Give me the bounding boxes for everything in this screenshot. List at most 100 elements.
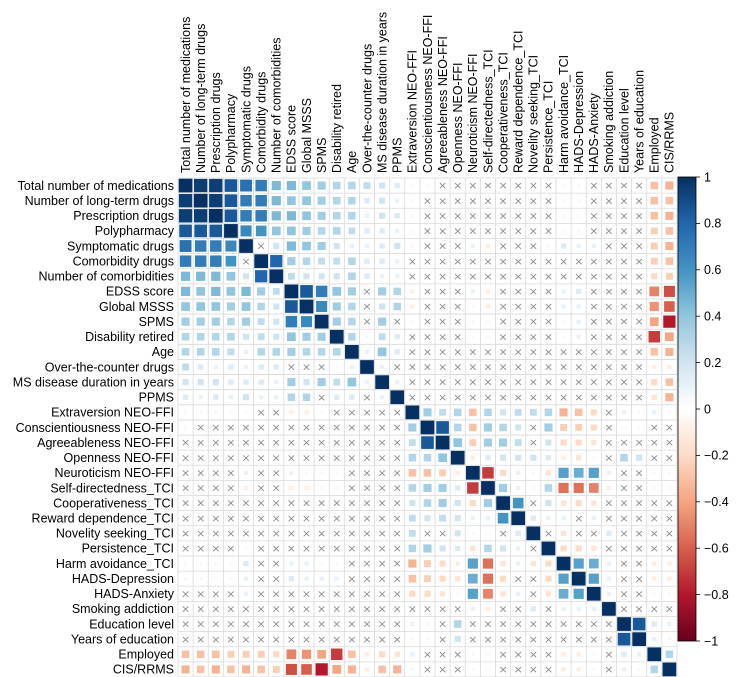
heatmap-cell xyxy=(364,273,370,279)
heatmap-cell xyxy=(224,209,238,223)
heatmap-cell xyxy=(586,586,601,601)
nonsignificant-marker: × xyxy=(589,315,598,328)
heatmap-cell xyxy=(560,530,567,536)
heatmap-cell xyxy=(665,211,674,220)
heatmap-cell xyxy=(439,545,446,552)
heatmap-cell xyxy=(500,409,507,416)
heatmap-cell xyxy=(438,499,447,508)
heatmap-cell xyxy=(632,617,646,631)
nonsignificant-marker: × xyxy=(423,330,432,343)
nonsignificant-marker: × xyxy=(619,194,628,207)
heatmap-cell xyxy=(211,302,221,311)
heatmap-cell xyxy=(378,317,387,326)
nonsignificant-marker: × xyxy=(453,315,462,328)
heatmap-cell xyxy=(196,665,205,674)
nonsignificant-marker: × xyxy=(211,512,220,525)
heatmap-cell xyxy=(317,332,326,341)
heatmap-cell xyxy=(182,394,189,400)
nonsignificant-marker: × xyxy=(665,527,674,540)
nonsignificant-marker: × xyxy=(650,527,659,540)
heatmap-cell xyxy=(302,241,311,251)
heatmap-cell xyxy=(244,546,248,551)
nonsignificant-marker: × xyxy=(332,633,341,646)
row-label: Openness NEO-FFI xyxy=(64,451,174,465)
heatmap-cell xyxy=(486,652,490,656)
heatmap-cell xyxy=(650,348,659,356)
row-label: Harm avoidance_TCI xyxy=(56,557,174,571)
heatmap-cell xyxy=(652,636,657,642)
heatmap-cell xyxy=(423,544,432,553)
heatmap-cell xyxy=(379,395,385,400)
nonsignificant-marker: × xyxy=(468,376,477,389)
heatmap-cell xyxy=(243,470,249,476)
nonsignificant-marker: × xyxy=(514,209,523,222)
nonsignificant-marker: × xyxy=(362,618,371,631)
heatmap-cell xyxy=(573,588,584,599)
column-label: EDSS score xyxy=(285,105,299,173)
nonsignificant-marker: × xyxy=(604,633,613,646)
heatmap-cell xyxy=(258,395,264,400)
heatmap-cell xyxy=(179,255,192,267)
heatmap-cell xyxy=(667,471,671,475)
heatmap-cell xyxy=(561,229,566,233)
heatmap-cell xyxy=(424,560,431,567)
nonsignificant-marker: × xyxy=(438,270,447,283)
nonsignificant-marker: × xyxy=(544,285,553,298)
heatmap-cell xyxy=(471,320,475,324)
heatmap-cell xyxy=(465,465,480,480)
heatmap-cell xyxy=(304,485,309,491)
heatmap-cell xyxy=(243,560,249,567)
heatmap-cell xyxy=(243,591,249,596)
heatmap-cell xyxy=(576,334,581,339)
nonsignificant-marker: × xyxy=(257,603,266,616)
heatmap-cell xyxy=(302,226,311,235)
nonsignificant-marker: × xyxy=(317,391,326,404)
heatmap-cell xyxy=(514,408,522,416)
nonsignificant-marker: × xyxy=(272,633,281,646)
nonsignificant-marker: × xyxy=(272,557,281,570)
nonsignificant-marker: × xyxy=(257,421,266,434)
nonsignificant-marker: × xyxy=(257,633,266,646)
heatmap-cell xyxy=(500,469,507,476)
heatmap-cell xyxy=(410,652,415,657)
nonsignificant-marker: × xyxy=(619,542,628,555)
nonsignificant-marker: × xyxy=(181,512,190,525)
nonsignificant-marker: × xyxy=(211,497,220,510)
heatmap-cell xyxy=(665,196,674,205)
heatmap-cell xyxy=(471,667,475,671)
heatmap-cell xyxy=(483,588,493,599)
heatmap-cell xyxy=(211,665,220,674)
heatmap-cell xyxy=(240,179,252,192)
nonsignificant-marker: × xyxy=(544,209,553,222)
nonsignificant-marker: × xyxy=(604,406,613,419)
matrix-cells: × × × × × × × × × × × × × × × × × × × × × × × × × × × × × × × × × × × × × × × ×… xyxy=(178,178,677,677)
nonsignificant-marker: × xyxy=(619,255,628,268)
heatmap-cell xyxy=(482,558,494,569)
heatmap-cell xyxy=(194,255,207,267)
heatmap-cell xyxy=(650,665,659,674)
heatmap-cell xyxy=(287,226,296,236)
nonsignificant-marker: × xyxy=(378,451,387,464)
nonsignificant-marker: × xyxy=(272,497,281,510)
heatmap-cell xyxy=(334,394,340,400)
heatmap-cell xyxy=(500,545,507,552)
heatmap-cell xyxy=(514,439,522,447)
nonsignificant-marker: × xyxy=(226,618,235,631)
nonsignificant-marker: × xyxy=(529,618,538,631)
nonsignificant-marker: × xyxy=(559,361,568,374)
nonsignificant-marker: × xyxy=(378,587,387,600)
heatmap-cell xyxy=(484,544,492,553)
heatmap-cell xyxy=(320,471,324,475)
nonsignificant-marker: × xyxy=(589,194,598,207)
nonsignificant-marker: × xyxy=(544,391,553,404)
nonsignificant-marker: × xyxy=(257,240,266,253)
heatmap-cell xyxy=(243,485,249,491)
heatmap-cell xyxy=(652,471,656,475)
heatmap-cell xyxy=(455,576,461,582)
nonsignificant-marker: × xyxy=(529,330,538,343)
nonsignificant-marker: × xyxy=(196,512,205,525)
nonsignificant-marker: × xyxy=(317,436,326,449)
heatmap-cell xyxy=(576,304,581,309)
heatmap-cell xyxy=(333,273,340,280)
heatmap-cell xyxy=(592,667,596,671)
